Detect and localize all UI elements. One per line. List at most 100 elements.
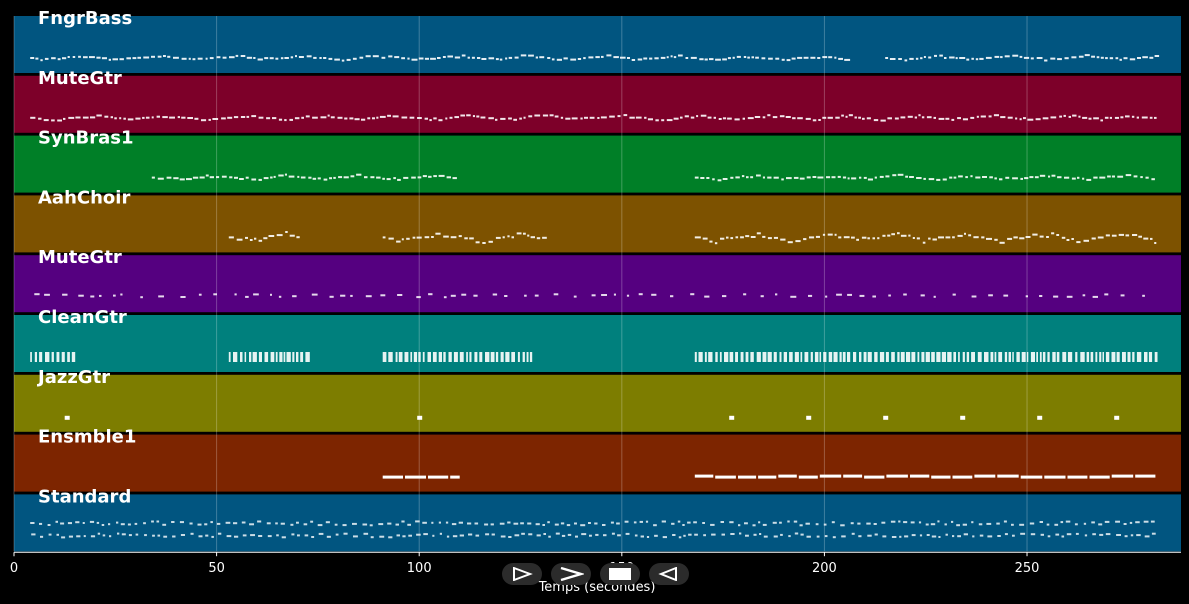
note <box>292 352 295 362</box>
note <box>179 178 185 181</box>
note <box>709 240 713 243</box>
note <box>387 114 391 117</box>
note <box>817 176 824 179</box>
stop-button[interactable] <box>600 563 640 585</box>
note <box>945 117 950 120</box>
rewind-button[interactable] <box>649 563 689 585</box>
note <box>867 352 872 362</box>
note <box>1015 117 1018 120</box>
note <box>163 535 168 538</box>
note <box>82 116 89 119</box>
note <box>145 116 150 119</box>
note <box>964 232 966 235</box>
note <box>915 57 919 60</box>
note <box>1123 523 1127 525</box>
note <box>982 176 987 178</box>
note <box>523 232 526 235</box>
note <box>734 118 740 121</box>
note <box>740 236 744 239</box>
note <box>867 237 870 240</box>
note <box>631 59 636 61</box>
note <box>767 237 772 240</box>
note <box>62 293 68 296</box>
note <box>1012 54 1019 57</box>
note <box>180 534 185 536</box>
note <box>867 534 872 537</box>
note <box>1056 352 1060 362</box>
note <box>329 295 334 298</box>
note <box>418 57 424 60</box>
note <box>278 118 283 121</box>
note <box>949 176 953 179</box>
note <box>40 535 44 538</box>
note <box>629 116 635 119</box>
note <box>156 115 160 118</box>
note <box>690 116 695 119</box>
note <box>266 117 271 120</box>
note <box>1061 236 1066 239</box>
note <box>952 236 955 239</box>
note <box>1039 521 1043 523</box>
note <box>387 522 392 525</box>
play-button[interactable] <box>502 563 542 585</box>
note <box>454 56 461 59</box>
note <box>67 352 70 362</box>
forward-button[interactable] <box>551 563 591 585</box>
note <box>793 520 798 523</box>
note <box>270 176 273 179</box>
note <box>379 535 385 538</box>
note <box>257 58 263 61</box>
note <box>63 117 66 120</box>
note <box>1114 116 1119 119</box>
track-lane <box>14 75 1181 133</box>
note <box>31 533 36 536</box>
note <box>1111 474 1134 478</box>
track-label: MuteGtr <box>38 68 122 89</box>
note <box>1154 55 1160 57</box>
note <box>1144 535 1150 538</box>
note <box>1082 116 1088 119</box>
note <box>1042 352 1046 362</box>
note <box>800 533 804 536</box>
note <box>505 57 508 60</box>
note <box>644 116 647 119</box>
note <box>89 520 95 523</box>
note <box>477 57 481 59</box>
note <box>270 352 275 362</box>
note <box>973 236 979 239</box>
note <box>406 237 410 240</box>
note <box>993 114 999 117</box>
note <box>526 352 529 362</box>
note <box>1077 176 1080 179</box>
note <box>471 56 475 59</box>
note <box>1115 57 1119 60</box>
note <box>898 58 902 60</box>
note <box>809 236 815 239</box>
note <box>753 533 757 536</box>
note <box>805 522 810 525</box>
note <box>258 178 262 181</box>
note <box>240 116 246 118</box>
note <box>758 475 777 479</box>
note <box>1083 239 1089 242</box>
note <box>311 536 315 538</box>
note <box>1119 58 1122 61</box>
note <box>606 54 612 57</box>
note <box>120 523 125 526</box>
note <box>75 116 81 119</box>
note <box>800 352 803 362</box>
note <box>401 57 405 60</box>
note <box>352 57 357 60</box>
note <box>30 522 35 524</box>
note <box>904 535 909 538</box>
note <box>1083 522 1087 525</box>
note <box>1071 56 1077 59</box>
note <box>859 176 862 179</box>
note <box>327 114 330 117</box>
note <box>933 295 936 298</box>
note <box>452 177 457 180</box>
note <box>495 118 498 121</box>
note <box>447 55 453 58</box>
note <box>903 521 908 524</box>
note <box>726 236 729 239</box>
